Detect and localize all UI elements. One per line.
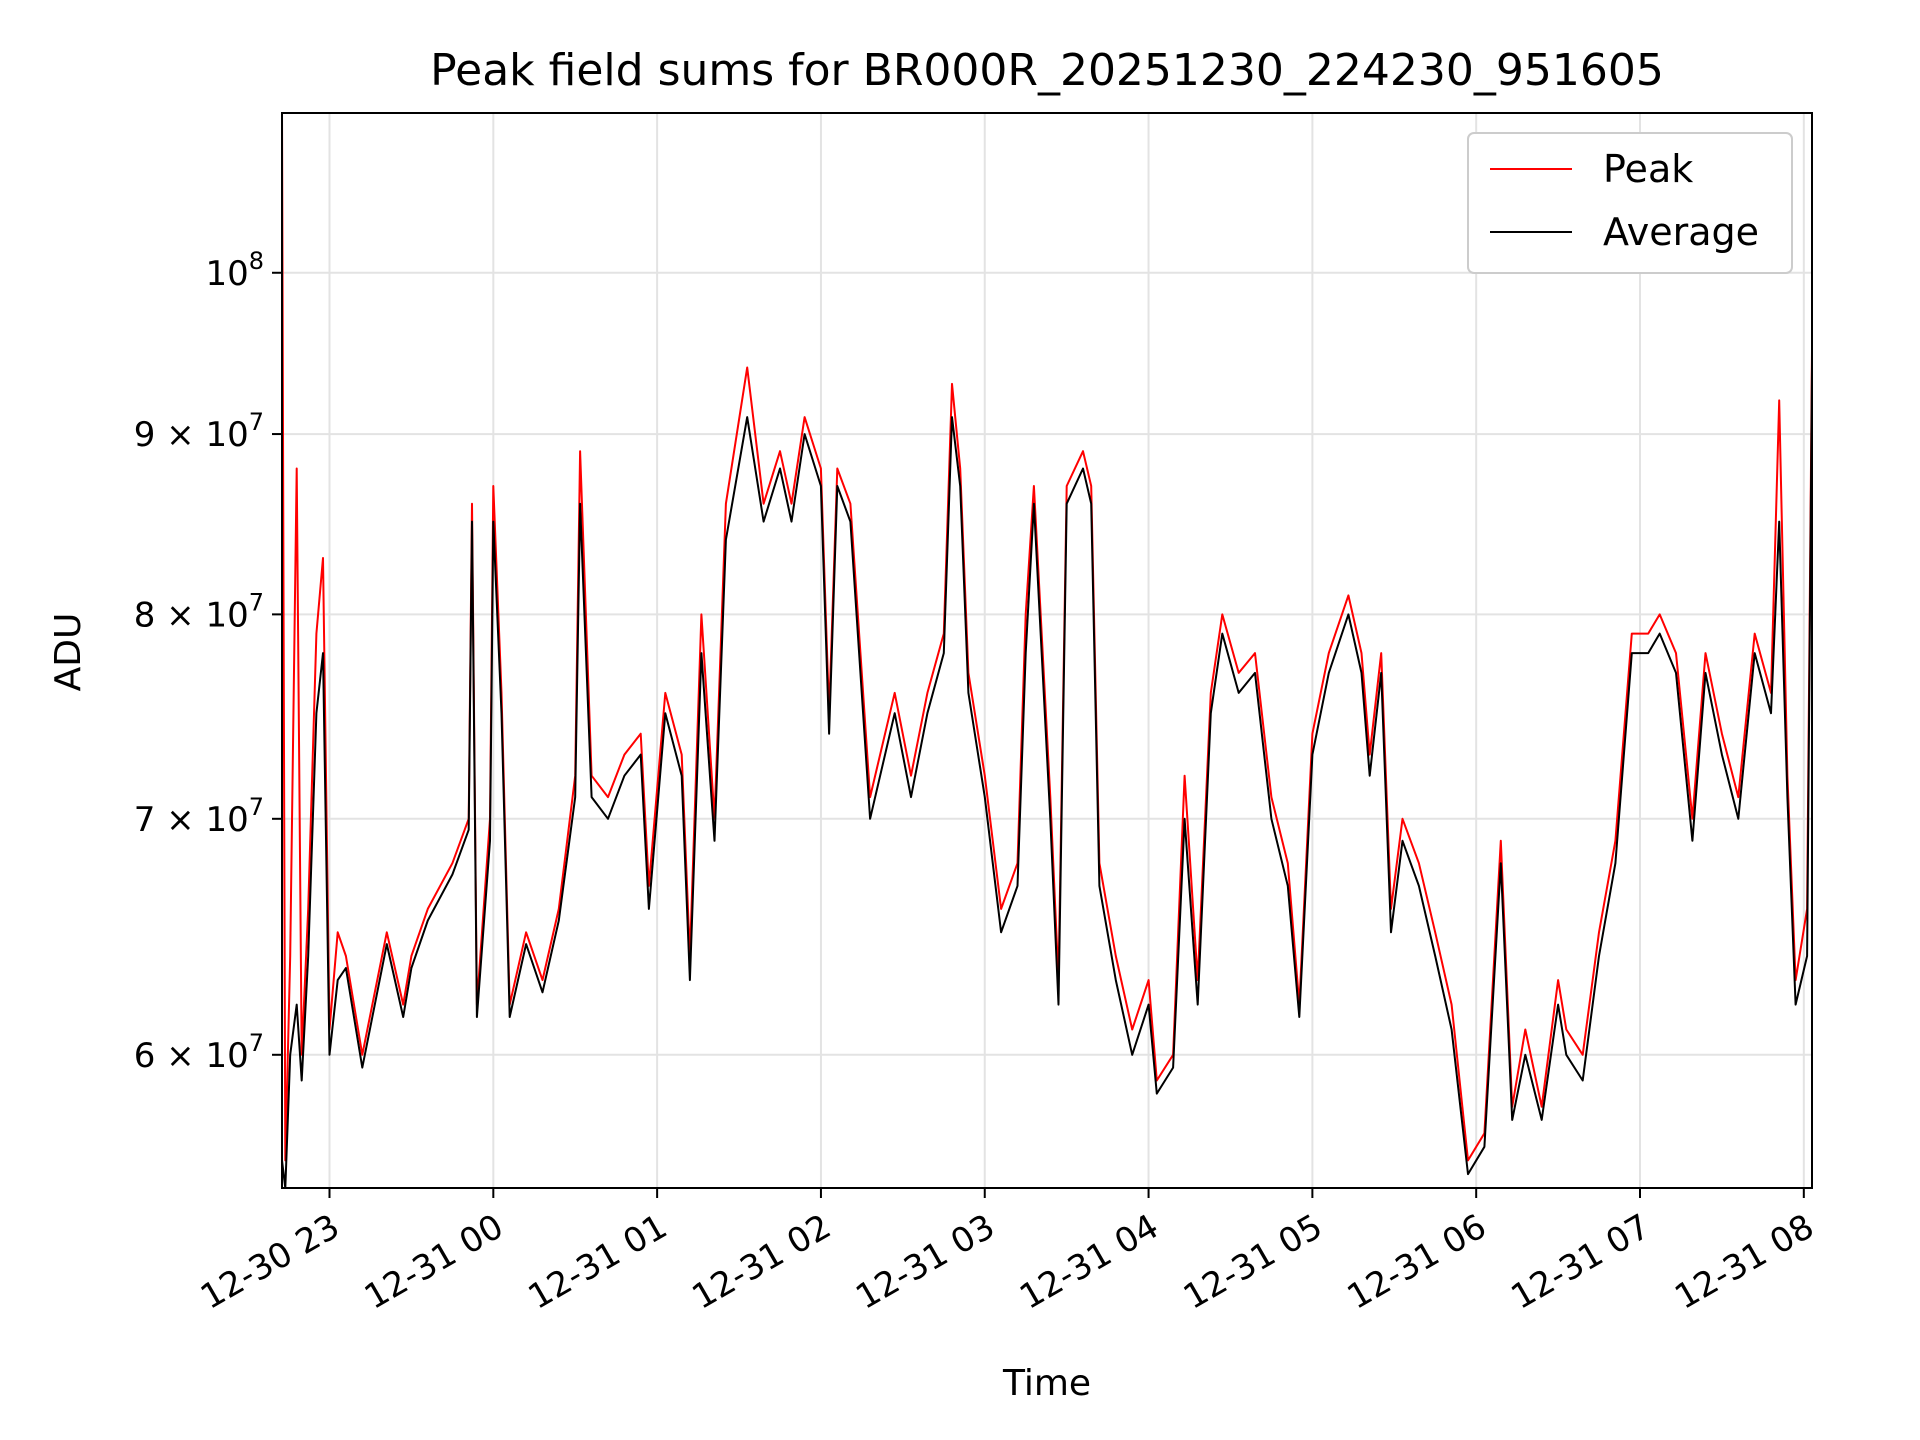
x-axis-label: Time	[1002, 1363, 1091, 1404]
legend: Peak Average	[1467, 132, 1793, 274]
y-axis-label: ADU	[48, 613, 89, 692]
y-tick-label-base: 9 × 10	[134, 415, 249, 455]
legend-average-label: Average	[1603, 210, 1759, 254]
y-tick-label-base: 6 × 10	[134, 1036, 249, 1076]
series-line-average	[282, 367, 1812, 1188]
y-tick-label-exponent: 7	[249, 588, 264, 616]
y-tick-label-base: 8 × 10	[134, 595, 249, 635]
y-tick-label-base: 10	[205, 254, 248, 294]
y-tick-label: 8 × 107	[134, 588, 264, 635]
legend-peak-label: Peak	[1603, 147, 1693, 191]
plot-area	[282, 113, 1812, 1188]
y-tick-label-exponent: 8	[249, 247, 264, 275]
plot-frame	[281, 112, 1813, 1189]
y-tick-label-exponent: 7	[249, 793, 264, 821]
chart-title: Peak field sums for BR000R_20251230_2242…	[430, 45, 1664, 96]
y-tick-label-exponent: 7	[249, 1029, 264, 1057]
series-layer	[282, 113, 1812, 1188]
y-tick-label-base: 7 × 10	[134, 800, 249, 840]
y-tick-label: 6 × 107	[134, 1029, 264, 1076]
y-tick-label-exponent: 7	[249, 408, 264, 436]
grid-layer	[282, 113, 1812, 1188]
y-tick-label: 108	[205, 247, 264, 294]
y-tick-label: 9 × 107	[134, 408, 264, 455]
y-tick-label: 7 × 107	[134, 793, 264, 840]
